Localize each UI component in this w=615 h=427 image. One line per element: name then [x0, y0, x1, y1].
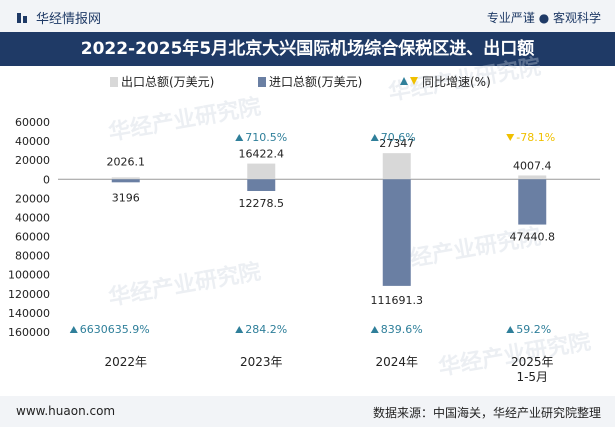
- y-tick-label: 60000: [15, 116, 50, 129]
- export-growth-label: 710.5%: [245, 131, 287, 144]
- data-source: 数据来源：中国海关，华经产业研究院整理: [372, 406, 601, 420]
- import-value-label: 3196: [112, 191, 140, 204]
- footer-bar: www.huaon.com 数据来源：中国海关，华经产业研究院整理: [0, 396, 615, 427]
- legend-growth-label: 同比增速(%): [422, 75, 491, 89]
- tagline: 专业严谨 ● 客观科学: [486, 11, 601, 25]
- growth-up-icon: [506, 326, 515, 333]
- y-tick-label: 80000: [15, 250, 50, 263]
- export-bar: [518, 175, 547, 180]
- brand-name: 华经情报网: [36, 12, 102, 27]
- y-tick-label: 100000: [8, 269, 50, 282]
- y-tick-label: 40000: [15, 211, 50, 224]
- y-tick-label: 40000: [15, 135, 50, 148]
- category-label: 2024年: [375, 355, 418, 369]
- category-label: 2023年: [240, 355, 283, 369]
- chart-title: 2022-2025年5月北京大兴国际机场综合保税区进、出口额: [0, 32, 615, 66]
- export-growth-label: -78.1%: [516, 131, 555, 144]
- import-growth-label: 839.6%: [381, 323, 423, 336]
- legend-export-swatch: [110, 77, 118, 87]
- y-tick-label: 60000: [15, 231, 50, 244]
- website-link[interactable]: www.huaon.com: [16, 404, 116, 418]
- import-bar: [382, 179, 411, 286]
- brand[interactable]: 华经情报网: [16, 8, 101, 27]
- category-label: 2022年: [104, 355, 147, 369]
- y-tick-label: 120000: [8, 288, 50, 301]
- legend-import-swatch: [258, 77, 266, 87]
- watermark-2: 华经产业研究院: [107, 259, 263, 311]
- legend-growth-down-icon: [410, 77, 418, 85]
- legend-growth-up-icon: [400, 77, 408, 85]
- y-tick-label: 0: [43, 173, 50, 186]
- export-value-label: 16422.4: [239, 148, 285, 161]
- import-growth-label: 59.2%: [516, 323, 551, 336]
- import-growth-label: 284.2%: [245, 323, 287, 336]
- import-bar: [247, 179, 276, 191]
- export-growth-label: 70.6%: [381, 131, 416, 144]
- y-tick-label: 20000: [15, 192, 50, 205]
- growth-up-icon: [370, 326, 379, 333]
- growth-up-icon: [235, 326, 244, 333]
- growth-up-icon: [69, 326, 78, 333]
- growth-up-icon: [235, 134, 244, 141]
- export-bar: [247, 163, 276, 180]
- category-label: 1-5月: [516, 370, 548, 384]
- export-value-label: 4007.4: [513, 159, 552, 172]
- import-value-label: 47440.8: [510, 231, 556, 244]
- export-bar: [111, 177, 140, 180]
- export-value-label: 27347: [379, 137, 414, 150]
- growth-up-icon: [370, 134, 379, 141]
- import-growth-label: 6630635.9%: [80, 323, 150, 336]
- brand-logo-icon: [17, 12, 27, 23]
- import-value-label: 12278.5: [239, 197, 285, 210]
- legend-export-label: 出口总额(万美元): [121, 75, 214, 89]
- export-bar: [382, 153, 411, 180]
- growth-down-icon: [506, 134, 515, 141]
- import-bar: [111, 179, 140, 183]
- y-tick-label: 140000: [8, 307, 50, 320]
- export-value-label: 2026.1: [107, 155, 146, 168]
- header-bar: 华经情报网 专业严谨 ● 客观科学: [0, 0, 615, 32]
- legend-import-label: 进口总额(万美元): [269, 75, 362, 89]
- import-value-label: 111691.3: [371, 294, 424, 307]
- y-tick-label: 160000: [8, 326, 50, 339]
- import-bar: [518, 179, 547, 225]
- category-label: 2025年: [511, 355, 554, 369]
- y-tick-label: 20000: [15, 154, 50, 167]
